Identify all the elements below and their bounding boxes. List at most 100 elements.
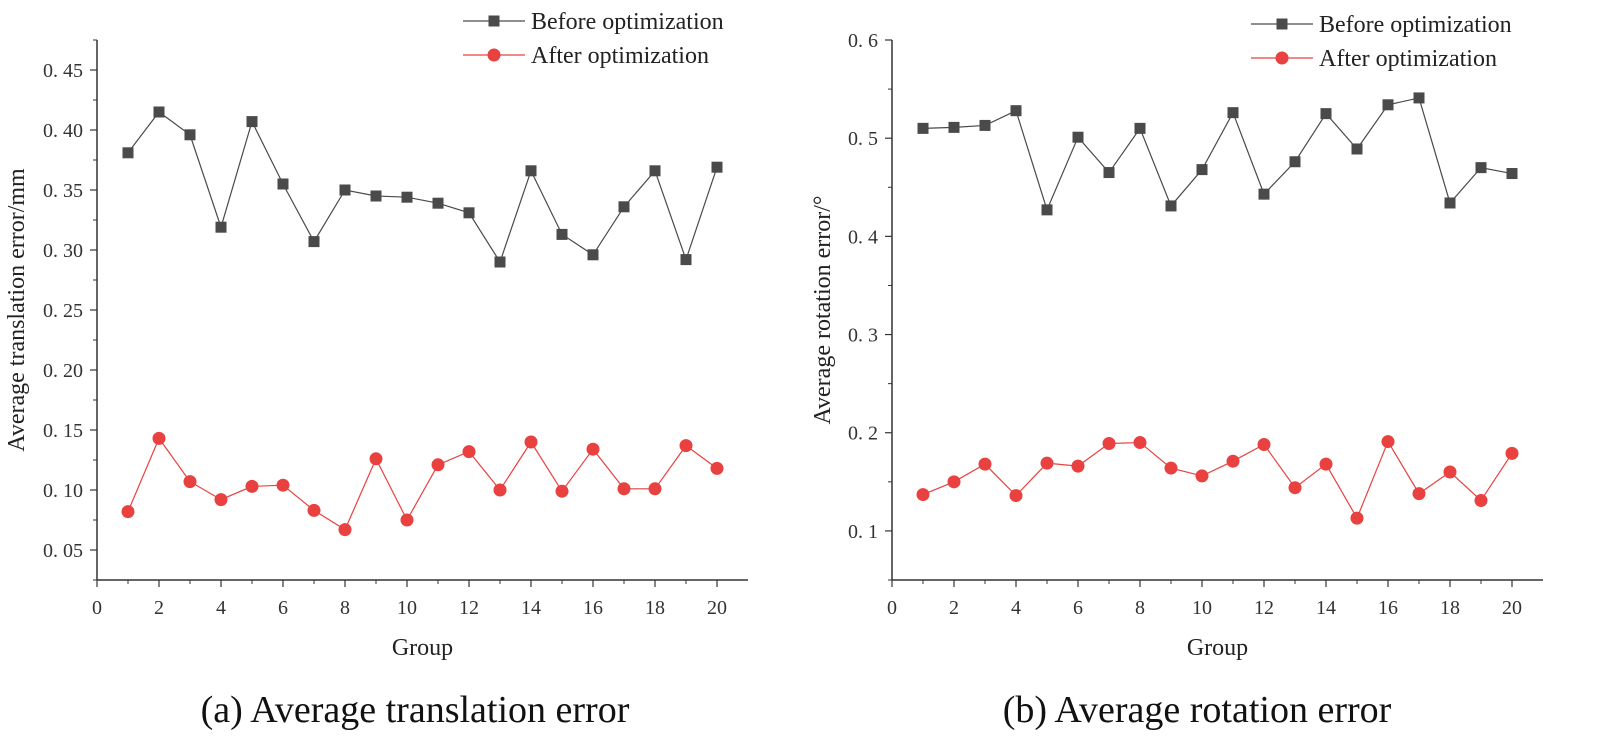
y-tick-label: 0. 5 [848, 128, 878, 150]
x-tick-label: 2 [154, 597, 164, 619]
data-point-after [524, 435, 538, 449]
data-point-before [1413, 92, 1425, 104]
data-point-before [308, 236, 320, 248]
y-tick-label: 0. 35 [43, 180, 83, 202]
y-tick-label: 0. 1 [848, 521, 878, 543]
x-tick-label: 4 [1011, 597, 1021, 619]
data-point-after [617, 482, 631, 496]
data-point-before [1320, 108, 1332, 120]
data-point-after [1071, 459, 1085, 473]
data-point-before [432, 197, 444, 209]
chart-translation-error: 0 2 4 6 8 10 12 14 16 18 20 0. 05 0. 10 0. 15 0. 20 0. … [4, 9, 748, 731]
data-point-after [1350, 511, 1364, 525]
data-point-before [1072, 131, 1084, 143]
data-point-after [338, 523, 352, 537]
data-point-before [680, 254, 692, 266]
data-point-before [1010, 105, 1022, 117]
data-point-before [1258, 188, 1270, 200]
x-tick-label: 10 [1192, 597, 1212, 619]
y-tick-label: 0. 2 [848, 423, 878, 445]
data-point-after [1257, 438, 1271, 452]
data-point-before [153, 106, 165, 118]
series-line-after [922, 440, 1513, 520]
legend-label-before: Before optimization [1319, 12, 1512, 38]
data-point-before [948, 121, 960, 133]
x-tick-label: 12 [1254, 597, 1274, 619]
data-point-after [1195, 469, 1209, 483]
legend-label-before: Before optimization [531, 9, 724, 35]
data-point-after [276, 478, 290, 492]
data-point-before [1165, 200, 1177, 212]
x-tick-label: 18 [645, 597, 665, 619]
data-point-before [649, 165, 661, 177]
data-point-before [277, 178, 289, 190]
data-point-after [1040, 456, 1054, 470]
y-axis-title: Average translation error/mm [4, 168, 30, 452]
figure-caption: (b) Average rotation error [1003, 689, 1392, 731]
legend-marker-before [488, 15, 500, 27]
chart-rotation-error: 0 2 4 6 8 10 12 14 16 18 20 0. 1 0. 2 0. 3 0. 4 0. 5 0. … [810, 12, 1543, 731]
data-point-after [710, 461, 724, 475]
x-axis-title: Group [392, 635, 453, 661]
data-point-before [1103, 167, 1115, 179]
data-point-before [1289, 156, 1301, 168]
data-point-after [1443, 465, 1457, 479]
data-point-after [462, 445, 476, 459]
data-point-after [586, 442, 600, 456]
data-point-after [555, 484, 569, 498]
legend-marker-before [1276, 18, 1288, 30]
x-tick-label: 14 [521, 597, 541, 619]
x-tick-label: 8 [1135, 597, 1145, 619]
y-tick-label: 0. 05 [43, 540, 83, 562]
data-point-before [1351, 143, 1363, 155]
data-point-after [1102, 437, 1116, 451]
data-point-after [1288, 481, 1302, 495]
data-point-after [1319, 457, 1333, 471]
x-tick-label: 12 [459, 597, 479, 619]
x-tick-label: 4 [216, 597, 226, 619]
data-point-before [711, 161, 723, 173]
data-point-after [648, 482, 662, 496]
x-tick-label: 8 [340, 597, 350, 619]
x-tick-label: 14 [1316, 597, 1336, 619]
data-point-after [121, 505, 135, 519]
data-point-after [679, 439, 693, 453]
data-point-after [978, 457, 992, 471]
data-point-before [556, 228, 568, 240]
data-point-after [493, 483, 507, 497]
data-point-before [1475, 162, 1487, 174]
x-tick-label: 10 [397, 597, 417, 619]
x-tick-label: 0 [887, 597, 897, 619]
data-point-before [1382, 99, 1394, 111]
y-tick-label: 0. 3 [848, 325, 878, 347]
y-tick-label: 0. 40 [43, 120, 83, 142]
data-point-before [122, 147, 134, 159]
data-point-before [1444, 197, 1456, 209]
data-point-after [1505, 446, 1519, 460]
data-point-after [307, 503, 321, 517]
data-point-before [494, 256, 506, 268]
data-point-before [979, 119, 991, 131]
data-point-after [369, 452, 383, 466]
x-tick-label: 0 [92, 597, 102, 619]
data-point-before [1134, 122, 1146, 134]
data-point-before [1227, 107, 1239, 119]
data-point-after [152, 431, 166, 445]
data-point-before [339, 184, 351, 196]
y-tick-label: 0. 45 [43, 60, 83, 82]
data-point-after [183, 475, 197, 489]
legend-label-after: After optimization [1319, 46, 1497, 72]
data-point-before [184, 129, 196, 141]
data-point-after [1412, 487, 1426, 501]
series-line-after [127, 437, 718, 531]
x-tick-label: 20 [1502, 597, 1522, 619]
data-point-after [1133, 436, 1147, 450]
data-point-before [917, 122, 929, 134]
data-point-before [246, 116, 258, 128]
data-point-after [947, 475, 961, 489]
data-point-before [1196, 164, 1208, 176]
y-tick-label: 0. 4 [848, 226, 878, 248]
legend-marker-after [487, 48, 501, 62]
x-tick-label: 6 [1073, 597, 1083, 619]
